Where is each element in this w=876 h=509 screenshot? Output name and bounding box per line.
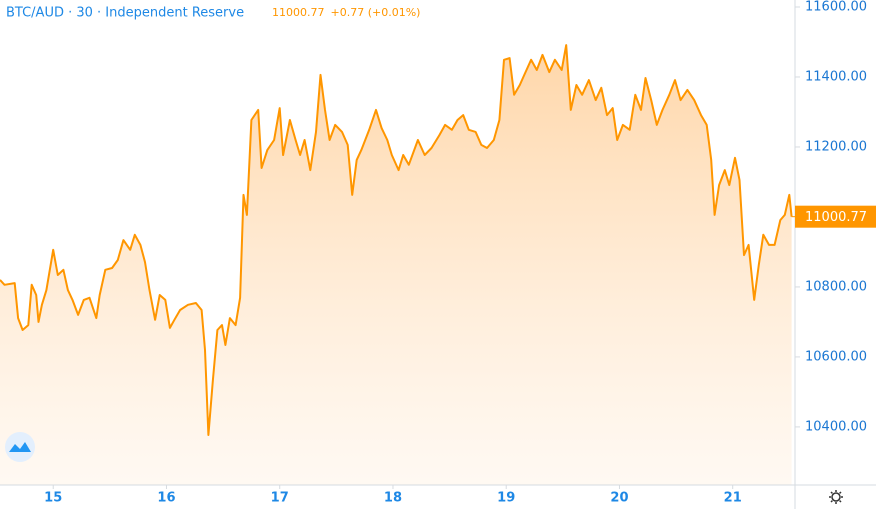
x-tick-label: 16 bbox=[157, 491, 175, 506]
y-tick-label: 10800.00 bbox=[805, 279, 867, 294]
x-tick-label: 17 bbox=[271, 491, 289, 506]
header-change: +0.77 (+0.01%) bbox=[331, 6, 421, 19]
y-tick-label: 11200.00 bbox=[805, 139, 867, 154]
header-price: 11000.77 bbox=[272, 6, 325, 19]
settings-icon[interactable] bbox=[829, 490, 843, 504]
y-tick-label: 11600.00 bbox=[805, 0, 867, 14]
y-tick-label: 11400.00 bbox=[805, 69, 867, 84]
y-tick-label: 10600.00 bbox=[805, 349, 867, 364]
plot-area bbox=[0, 44, 793, 485]
price-line bbox=[0, 44, 793, 436]
symbol-title: BTC/AUD · 30 · Independent Reserve bbox=[6, 6, 244, 21]
last-price-tag bbox=[795, 205, 876, 228]
y-tick-label: 10400.00 bbox=[805, 419, 867, 434]
x-tick-label: 18 bbox=[384, 491, 402, 506]
area-fill bbox=[0, 45, 792, 485]
x-tick-label: 19 bbox=[497, 491, 515, 506]
logo[interactable] bbox=[5, 432, 35, 462]
x-tick-label: 15 bbox=[44, 491, 62, 506]
x-tick-label: 21 bbox=[724, 491, 742, 506]
last-price-label: 11000.77 bbox=[805, 210, 867, 225]
x-tick-label: 20 bbox=[610, 491, 628, 506]
